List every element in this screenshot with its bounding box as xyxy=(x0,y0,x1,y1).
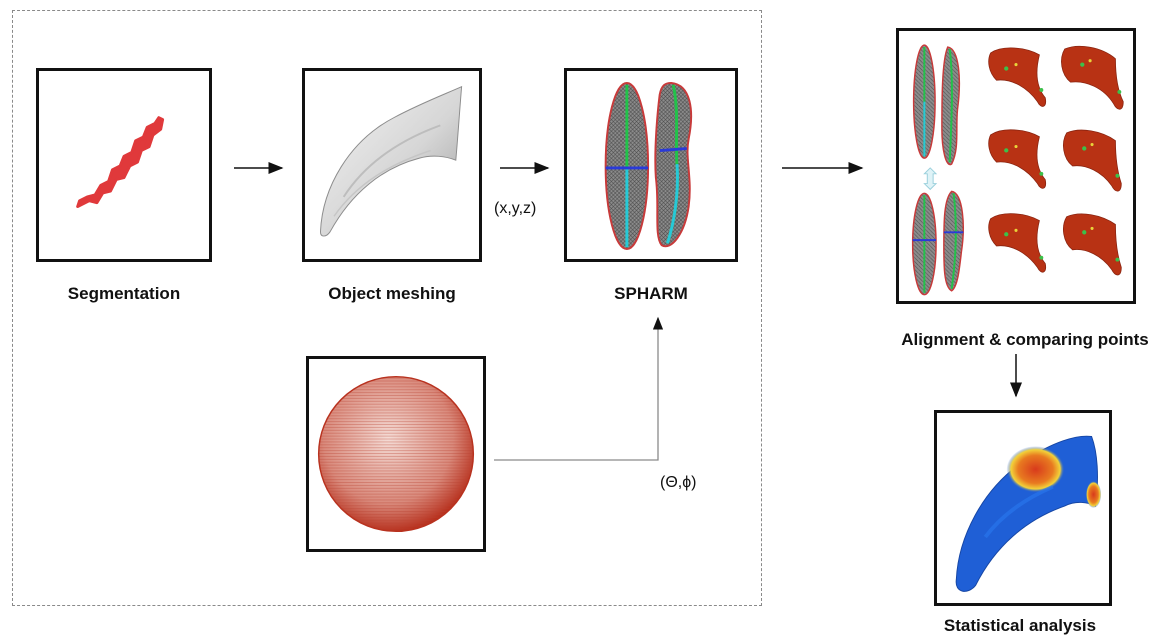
arrow-sphere-to-spharm xyxy=(494,316,664,461)
object-meshing-label: Object meshing xyxy=(328,284,456,303)
mesh-image xyxy=(319,85,463,237)
statistical-panel xyxy=(934,410,1112,606)
alignment-image xyxy=(911,44,1124,296)
segmentation-image xyxy=(76,116,165,208)
heatmap-image xyxy=(955,435,1102,592)
alignment-label: Alignment & comparing points xyxy=(901,330,1149,349)
cartesian-coord-label: (x,y,z) xyxy=(494,200,537,217)
pipeline-frame xyxy=(12,10,762,606)
object-meshing-panel xyxy=(302,68,482,262)
sphere-panel xyxy=(306,356,486,552)
spharm-panel xyxy=(564,68,738,262)
alignment-panel xyxy=(896,28,1136,304)
sphere-image xyxy=(317,375,475,533)
spharm-image xyxy=(604,81,692,250)
statistical-label: Statistical analysis xyxy=(943,616,1097,635)
spharm-label: SPHARM xyxy=(614,284,688,303)
segmentation-label: Segmentation xyxy=(67,284,181,303)
segmentation-panel xyxy=(36,68,212,262)
spherical-coord-label: (Θ,ϕ) xyxy=(660,474,697,491)
